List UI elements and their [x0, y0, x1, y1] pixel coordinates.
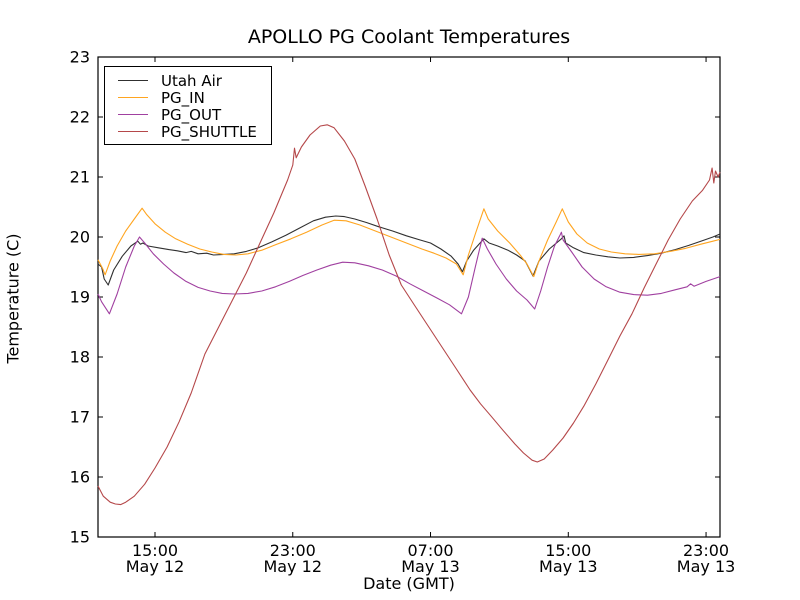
legend-line-sample-pg-shuttle: [118, 131, 148, 132]
legend-label-utah-air: Utah Air: [161, 71, 222, 90]
y-tick-label: 17: [70, 408, 90, 427]
x-axis-label: Date (GMT): [363, 574, 455, 593]
legend-item-utah-air: Utah Air: [105, 71, 271, 90]
legend-item-pg-shuttle: PG_SHUTTLE: [105, 122, 271, 141]
legend-line-sample-pg-out: [118, 114, 148, 115]
x-tick-label-date: May 12: [263, 557, 322, 576]
x-tick-label-date: May 13: [539, 557, 598, 576]
x-tick-label-date: May 13: [677, 557, 736, 576]
legend-label-pg-shuttle: PG_SHUTTLE: [161, 122, 257, 141]
legend-label-pg-in: PG_IN: [161, 88, 205, 107]
legend-item-pg-out: PG_OUT: [105, 105, 271, 124]
y-tick-label: 23: [70, 48, 90, 67]
y-tick-label: 15: [70, 528, 90, 547]
legend: Utah Air PG_IN PG_OUT PG_SHUTTLE: [104, 66, 272, 145]
y-tick-label: 20: [70, 228, 90, 247]
x-tick-label-time: 23:00: [683, 541, 729, 560]
y-tick-label: 22: [70, 108, 90, 127]
y-axis-label: Temperature (C): [3, 233, 23, 364]
series-line-pg-out: [97, 231, 721, 315]
legend-item-pg-in: PG_IN: [105, 88, 271, 107]
x-tick-label-date: May 12: [126, 557, 185, 576]
y-tick-label: 18: [70, 348, 90, 367]
x-tick-label-time: 23:00: [270, 541, 316, 560]
legend-line-sample-pg-in: [118, 97, 148, 98]
x-tick-label-time: 15:00: [545, 541, 591, 560]
series-line-pg-shuttle: [97, 124, 721, 506]
x-tick-label-time: 15:00: [132, 541, 178, 560]
series-line-pg-in: [97, 207, 721, 278]
legend-line-sample-utah-air: [118, 80, 148, 81]
series-line-utah-air: [97, 215, 721, 286]
legend-label-pg-out: PG_OUT: [161, 105, 222, 124]
y-tick-label: 19: [70, 288, 90, 307]
chart-title: APOLLO PG Coolant Temperatures: [247, 26, 571, 48]
y-tick-label: 21: [70, 168, 90, 187]
y-tick-label: 16: [70, 468, 90, 487]
x-tick-label-time: 07:00: [407, 541, 453, 560]
x-tick-label-date: May 13: [401, 557, 460, 576]
